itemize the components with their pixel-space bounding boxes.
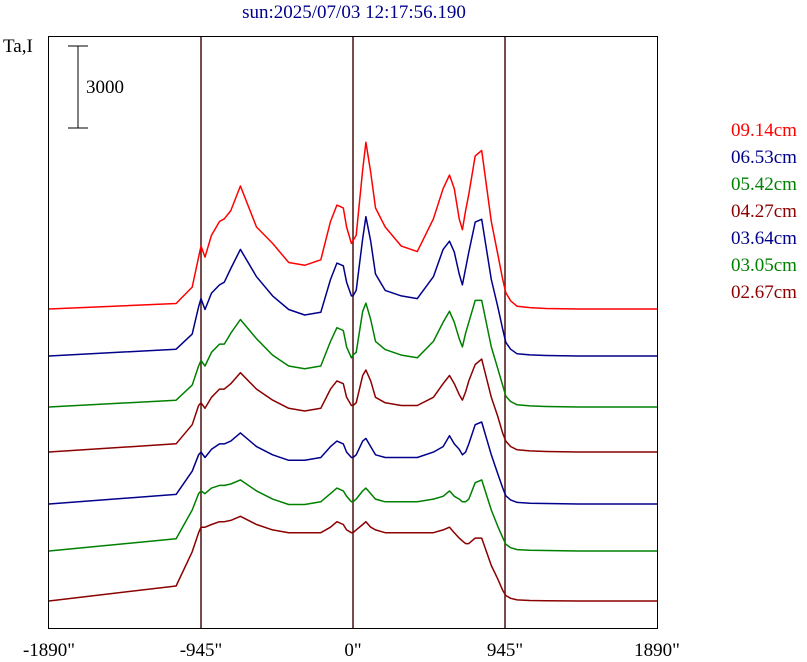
series-line-03.05cm bbox=[48, 479, 657, 552]
series-lines bbox=[48, 141, 657, 602]
y-axis-label: Ta,I bbox=[3, 36, 33, 57]
scale-bar-label: 3000 bbox=[86, 77, 124, 98]
series-line-03.64cm bbox=[48, 421, 657, 505]
legend-entry-05.42cm: 05.42cm bbox=[731, 174, 797, 195]
legend-entry-04.27cm: 04.27cm bbox=[731, 201, 797, 222]
series-line-09.14cm bbox=[48, 141, 657, 310]
legend-entry-02.67cm: 02.67cm bbox=[731, 282, 797, 303]
legend-entry-09.14cm: 09.14cm bbox=[731, 120, 797, 141]
x-tick-label-2: 0" bbox=[344, 640, 361, 661]
legend-entry-03.05cm: 03.05cm bbox=[731, 255, 797, 276]
legend-entry-03.64cm: 03.64cm bbox=[731, 228, 797, 249]
x-tick-label-3: 945" bbox=[487, 640, 523, 661]
chart-title: sun:2025/07/03 12:17:56.190 bbox=[242, 2, 466, 23]
series-line-04.27cm bbox=[48, 358, 657, 453]
x-tick-label-1: -945" bbox=[180, 640, 223, 661]
x-tick-label-0: -1890" bbox=[23, 640, 75, 661]
legend-entry-06.53cm: 06.53cm bbox=[731, 147, 797, 168]
x-tick-labels: -1890" -945" 0" 945" 1890" bbox=[23, 640, 680, 661]
vertical-reference-lines bbox=[200, 37, 506, 628]
plot-frame bbox=[48, 36, 658, 629]
scale-bar: 3000 bbox=[68, 45, 124, 129]
series-line-05.42cm bbox=[48, 299, 657, 408]
series-line-06.53cm bbox=[48, 215, 657, 357]
legend: 09.14cm 06.53cm 05.42cm 04.27cm 03.64cm 03.05… bbox=[731, 120, 797, 303]
x-tick-label-4: 1890" bbox=[634, 640, 680, 661]
series-line-02.67cm bbox=[48, 515, 657, 602]
